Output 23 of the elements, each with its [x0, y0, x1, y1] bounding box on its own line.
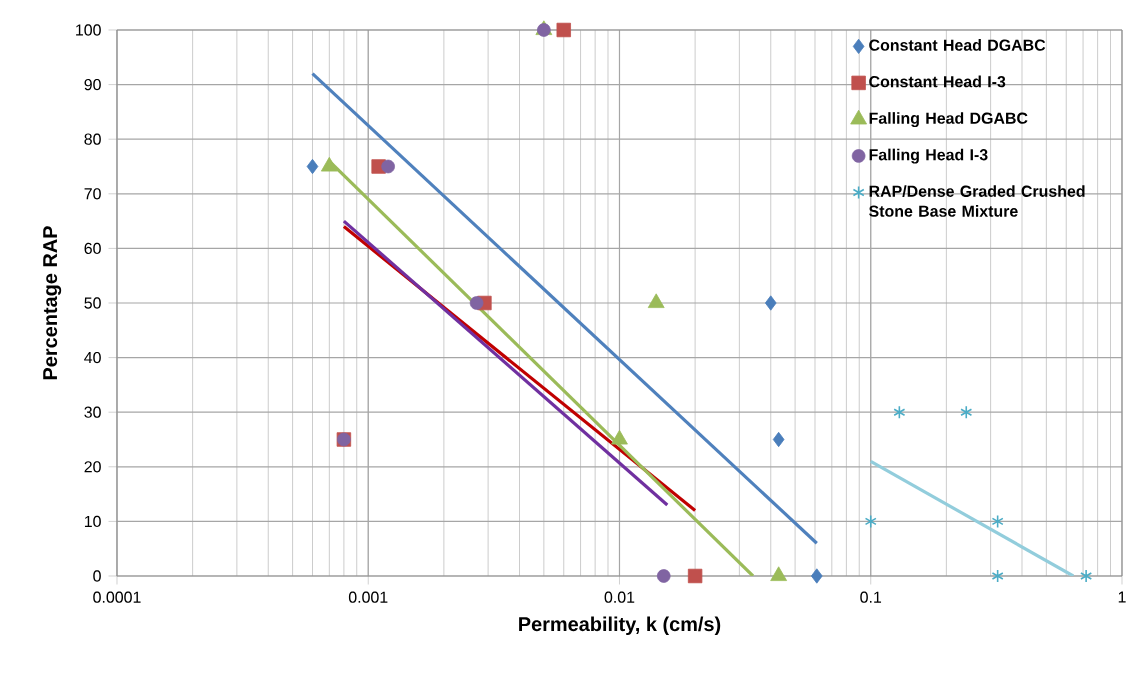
y-tick-label: 60	[84, 242, 101, 255]
x-tick-label: 0.001	[348, 591, 388, 603]
x-tick-label: 0.1	[860, 591, 882, 603]
y-tick-label: 10	[84, 515, 101, 528]
y-tick-label: 90	[84, 78, 101, 91]
legend-label: Falling Head DGABC	[869, 112, 1028, 128]
legend-label: Constant Head I-3	[869, 75, 1006, 88]
y-tick-label: 0	[93, 570, 101, 582]
y-tick-label: 80	[84, 133, 101, 145]
legend-label: RAP/Dense Graded Crushed Stone Base Mixture	[869, 185, 1085, 217]
y-tick-label: 100	[76, 24, 101, 36]
y-tick-label: 70	[84, 188, 101, 200]
x-tick-label: 0.01	[604, 591, 635, 603]
y-tick-label: 50	[84, 297, 101, 309]
x-axis-title: Permeability, k (cm/s)	[519, 616, 721, 636]
y-tick-label: 40	[84, 351, 101, 364]
x-tick-label: 1	[1118, 591, 1126, 603]
y-tick-label: 30	[84, 406, 101, 418]
legend-label: Falling Head I-3	[869, 148, 988, 164]
legend-label: Constant Head DGABC	[869, 39, 1046, 51]
y-tick-label: 20	[84, 461, 101, 473]
y-axis-title: Percentage RAP	[43, 226, 62, 380]
x-tick-label: 0.0001	[93, 591, 141, 603]
